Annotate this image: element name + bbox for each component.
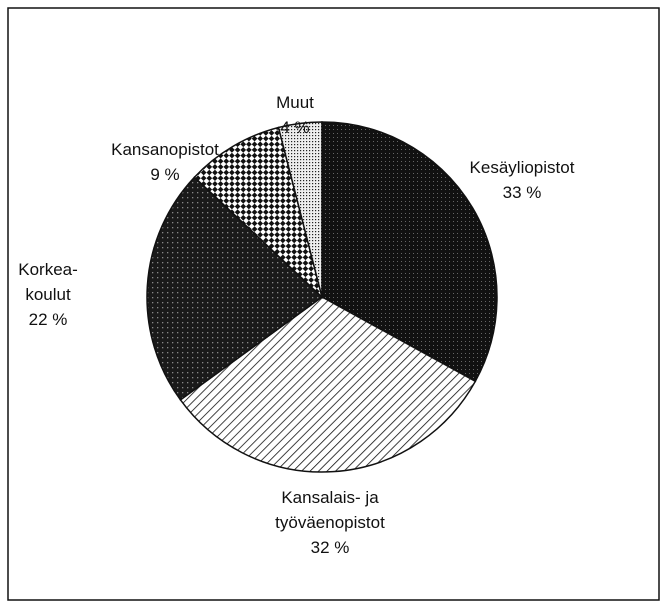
category-label: Korkea- koulut [18, 260, 78, 304]
slice-label: Kansanopistot 9 % [111, 137, 219, 187]
value-label: 32 % [310, 538, 350, 557]
value-label: 22 % [28, 310, 68, 329]
slice-label: Kansalais- ja työväenopistot 32 % [275, 485, 385, 560]
value-label: 9 % [150, 165, 180, 184]
category-label: Muut [276, 93, 314, 112]
pie-slice [277, 121, 323, 298]
category-label: Kansanopistot [111, 140, 219, 159]
slice-label: Korkea- koulut 22 % [18, 257, 78, 332]
pie-slice [321, 121, 498, 383]
pie-slice [179, 296, 477, 473]
value-label: 4 % [280, 118, 310, 137]
slice-label: Muut 4 % [276, 90, 314, 140]
frame [7, 7, 660, 601]
value-label: 33 % [502, 183, 542, 202]
category-label: Kansalais- ja työväenopistot [275, 488, 385, 532]
slice-label: Kesäyliopistot 33 % [470, 155, 575, 205]
pie-slice [193, 126, 324, 300]
pie-slice [146, 176, 324, 401]
category-label: Kesäyliopistot [469, 158, 575, 177]
